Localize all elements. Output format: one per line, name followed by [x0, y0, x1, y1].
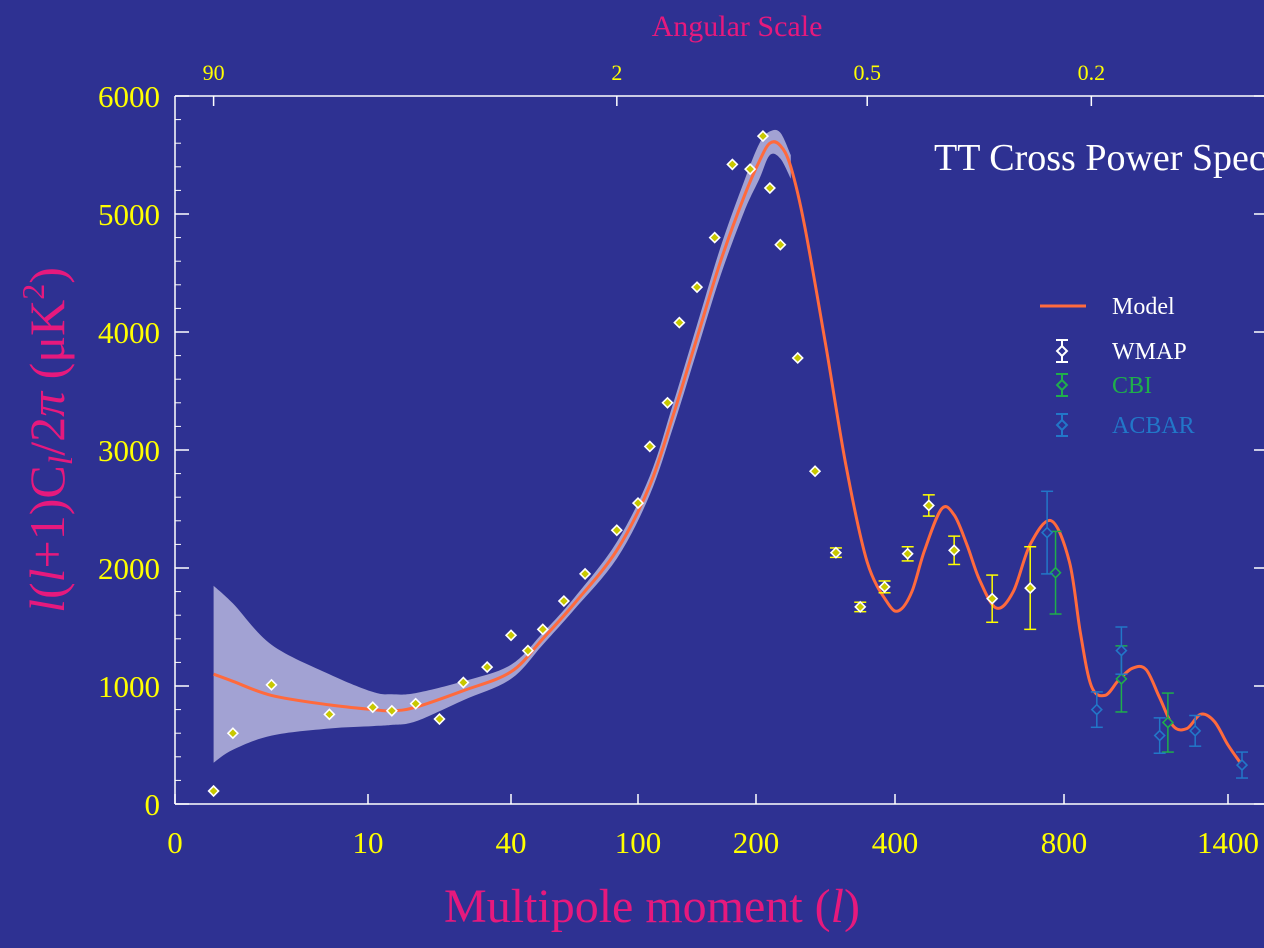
- top-axis-tick-label: 2: [611, 60, 622, 85]
- y-tick-label: 1000: [98, 669, 160, 704]
- wmap-data-point: [631, 497, 645, 510]
- y-tick-label: 3000: [98, 433, 160, 468]
- top-axis-title: Angular Scale: [652, 10, 823, 43]
- x-axis-title-var: l: [831, 880, 844, 933]
- legend-acbar-label: ACBAR: [1112, 413, 1195, 439]
- wmap-data-point: [763, 181, 776, 195]
- wmap-data-point: [521, 644, 535, 657]
- wmap-data-point: [726, 158, 739, 171]
- wmap-data-point: [901, 547, 914, 560]
- wmap-data-point: [579, 567, 592, 580]
- x-tick-label: 400: [872, 825, 919, 860]
- acbar-data-point: [1041, 526, 1054, 539]
- wmap-data-point: [878, 580, 891, 593]
- y-axis-title-l2: l: [19, 568, 75, 582]
- x-tick-label: 10: [353, 825, 384, 860]
- wmap-data-point: [808, 465, 822, 478]
- wmap-data-point: [643, 440, 656, 453]
- wmap-data-point: [557, 594, 570, 608]
- legend-acbar-marker: [1055, 413, 1069, 437]
- acbar-data-point: [1189, 724, 1202, 737]
- y-axis-title-e: ): [19, 267, 75, 284]
- legend-wmap-label: WMAP: [1112, 339, 1187, 365]
- wmap-data-point: [610, 524, 623, 537]
- wmap-data-point: [265, 678, 278, 691]
- acbar-data-point: [1090, 703, 1103, 716]
- model-uncertainty-band: [213, 129, 791, 763]
- wmap-data-point: [433, 712, 446, 726]
- x-axis-title: Multipole moment (l): [444, 880, 860, 933]
- cbi-data-point: [1161, 716, 1174, 729]
- wmap-data-point: [457, 676, 470, 689]
- wmap-data-point: [409, 697, 422, 710]
- top-axis-tick-label: 0.5: [853, 60, 881, 85]
- legend-cbi-marker: [1055, 373, 1069, 397]
- x-tick-label: 800: [1041, 825, 1088, 860]
- wmap-data-point: [986, 592, 999, 605]
- wmap-data-point: [829, 546, 843, 559]
- wmap-data-point: [690, 281, 704, 294]
- wmap-data-point: [207, 784, 220, 798]
- x-tick-label: 200: [733, 825, 780, 860]
- wmap-data-point: [226, 727, 239, 740]
- y-axis-title-sup: 2: [15, 284, 51, 300]
- wmap-data-point: [536, 623, 549, 636]
- wmap-data-point: [366, 701, 379, 714]
- wmap-data-point: [774, 238, 787, 251]
- y-axis-title-c: /2: [19, 417, 75, 456]
- cbi-data-point: [1049, 566, 1062, 579]
- x-axis-title-close: ): [844, 880, 860, 933]
- y-axis-title-l1: l: [19, 599, 75, 613]
- acbar-data-point: [1153, 729, 1166, 742]
- wmap-data-point: [744, 163, 757, 176]
- y-axis-title-pi: π: [19, 390, 75, 417]
- legend: Model WMAP CBI ACBAR: [1040, 294, 1195, 439]
- x-axis-title-main: Multipole moment (: [444, 880, 831, 933]
- legend-model-label: Model: [1112, 294, 1175, 320]
- x-tick-label: 0: [167, 825, 183, 860]
- y-tick-label: 5000: [98, 197, 160, 232]
- wmap-data-point: [791, 351, 804, 365]
- legend-wmap-marker: [1055, 339, 1069, 363]
- y-axis-title-b: +1)C: [19, 465, 75, 568]
- y-tick-label: 4000: [98, 315, 160, 350]
- x-tick-label: 100: [615, 825, 662, 860]
- wmap-data-point: [756, 129, 770, 143]
- y-tick-label: 6000: [98, 79, 160, 114]
- y-axis-title: l(l+1)Cl/2π (μK2): [15, 267, 80, 613]
- acbar-data-point: [1115, 644, 1128, 657]
- y-tick-label: 2000: [98, 551, 160, 586]
- tick-labels-layer: 0 1000 2000 3000 4000 5000 6000 0 10 40 100 200 400 8…: [98, 60, 1259, 860]
- wmap-data-point: [504, 629, 518, 642]
- wmap-data-point: [854, 600, 867, 613]
- wmap-data-point: [922, 499, 935, 512]
- model-uncertainty-band-layer: [213, 129, 791, 763]
- wmap-data-point: [385, 704, 398, 717]
- chart-title: TT Cross Power Spectrum: [934, 137, 1264, 179]
- axes-layer: [174, 95, 1264, 805]
- y-tick-label: 0: [145, 787, 161, 822]
- top-axis-tick-label: 90: [203, 60, 225, 85]
- x-tick-label: 1400: [1197, 825, 1259, 860]
- y-axis-title-d: (μK: [19, 300, 75, 392]
- wmap-data-point: [708, 231, 721, 244]
- x-tick-label: 40: [496, 825, 527, 860]
- y-axis-title-a: (: [19, 582, 75, 599]
- y-axis-title-sub: l: [43, 456, 80, 465]
- top-axis-tick-label: 0.2: [1078, 60, 1106, 85]
- cbi-data-point: [1115, 672, 1128, 685]
- wmap-data-point: [673, 316, 686, 329]
- legend-cbi-label: CBI: [1112, 373, 1152, 399]
- data-points-layer: [207, 129, 1249, 798]
- wmap-data-point: [661, 396, 674, 409]
- wmap-data-point: [948, 544, 961, 557]
- wmap-data-point: [481, 661, 494, 674]
- wmap-data-point: [323, 708, 336, 721]
- wmap-data-point: [1024, 581, 1037, 595]
- acbar-data-point: [1235, 758, 1249, 772]
